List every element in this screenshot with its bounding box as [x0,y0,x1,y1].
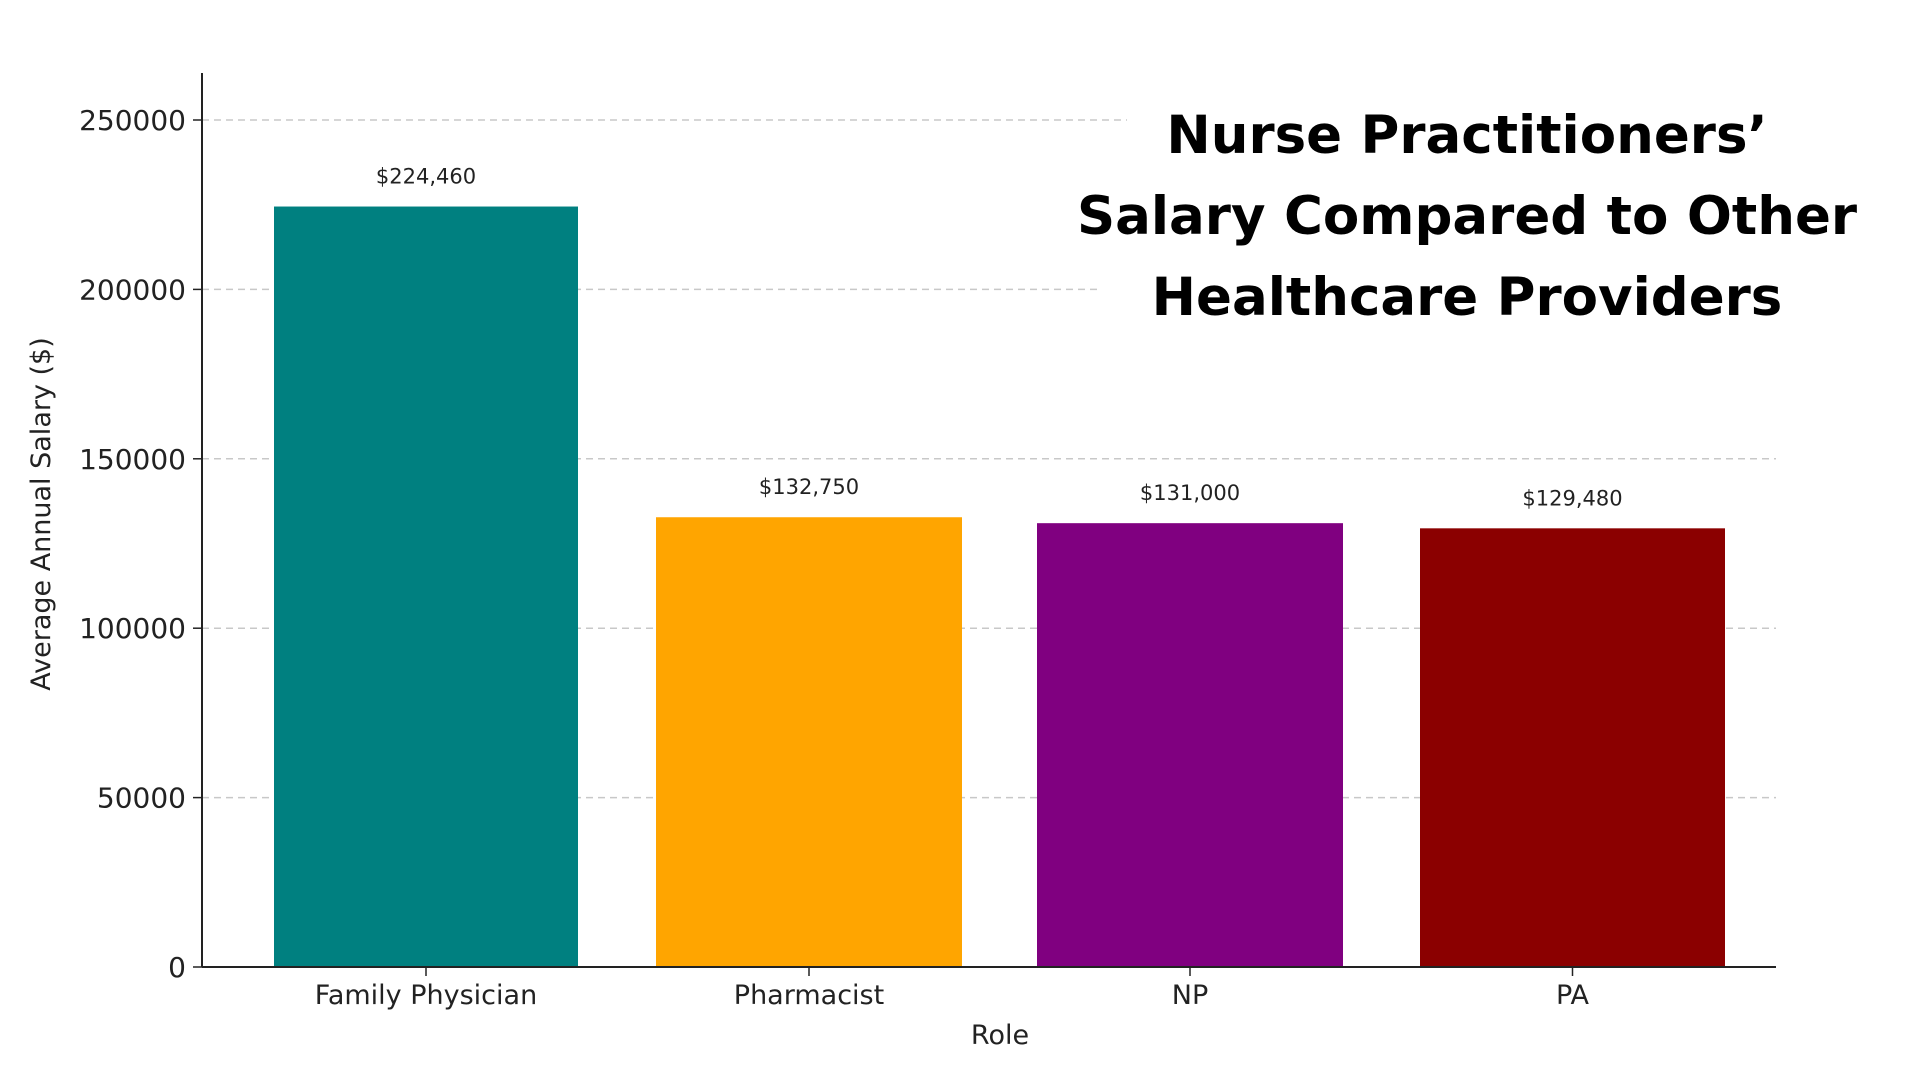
title-line: Healthcare Providers [1151,267,1783,328]
title-line: Nurse Practitioners’ [1166,105,1768,166]
data-label: $129,480 [1522,486,1622,510]
bar-pa [1420,528,1725,967]
title-line: Salary Compared to Other [1076,186,1858,247]
data-label: $224,460 [376,165,476,189]
y-tick-label: 200000 [79,273,186,306]
data-label: $132,750 [759,475,859,499]
bar-np [1037,523,1343,967]
bar-family-physician [274,206,578,967]
x-axis-label: Role [971,1020,1029,1051]
data-label: $131,000 [1140,481,1240,505]
y-tick-label: 100000 [79,612,186,645]
y-tick-label: 0 [168,951,186,984]
x-tick-label: Family Physician [315,980,537,1011]
y-tick-label: 250000 [79,104,186,137]
y-tick-label: 50000 [97,782,186,815]
y-axis-label: Average Annual Salary ($) [26,337,57,691]
chart-title: Nurse Practitioners’ Salary Compared to … [1060,95,1874,338]
bar-pharmacist [656,517,962,967]
y-tick-label: 150000 [79,443,186,476]
x-tick-label: NP [1172,980,1208,1011]
x-tick-label: Pharmacist [734,980,884,1011]
x-tick-label: PA [1556,980,1590,1011]
